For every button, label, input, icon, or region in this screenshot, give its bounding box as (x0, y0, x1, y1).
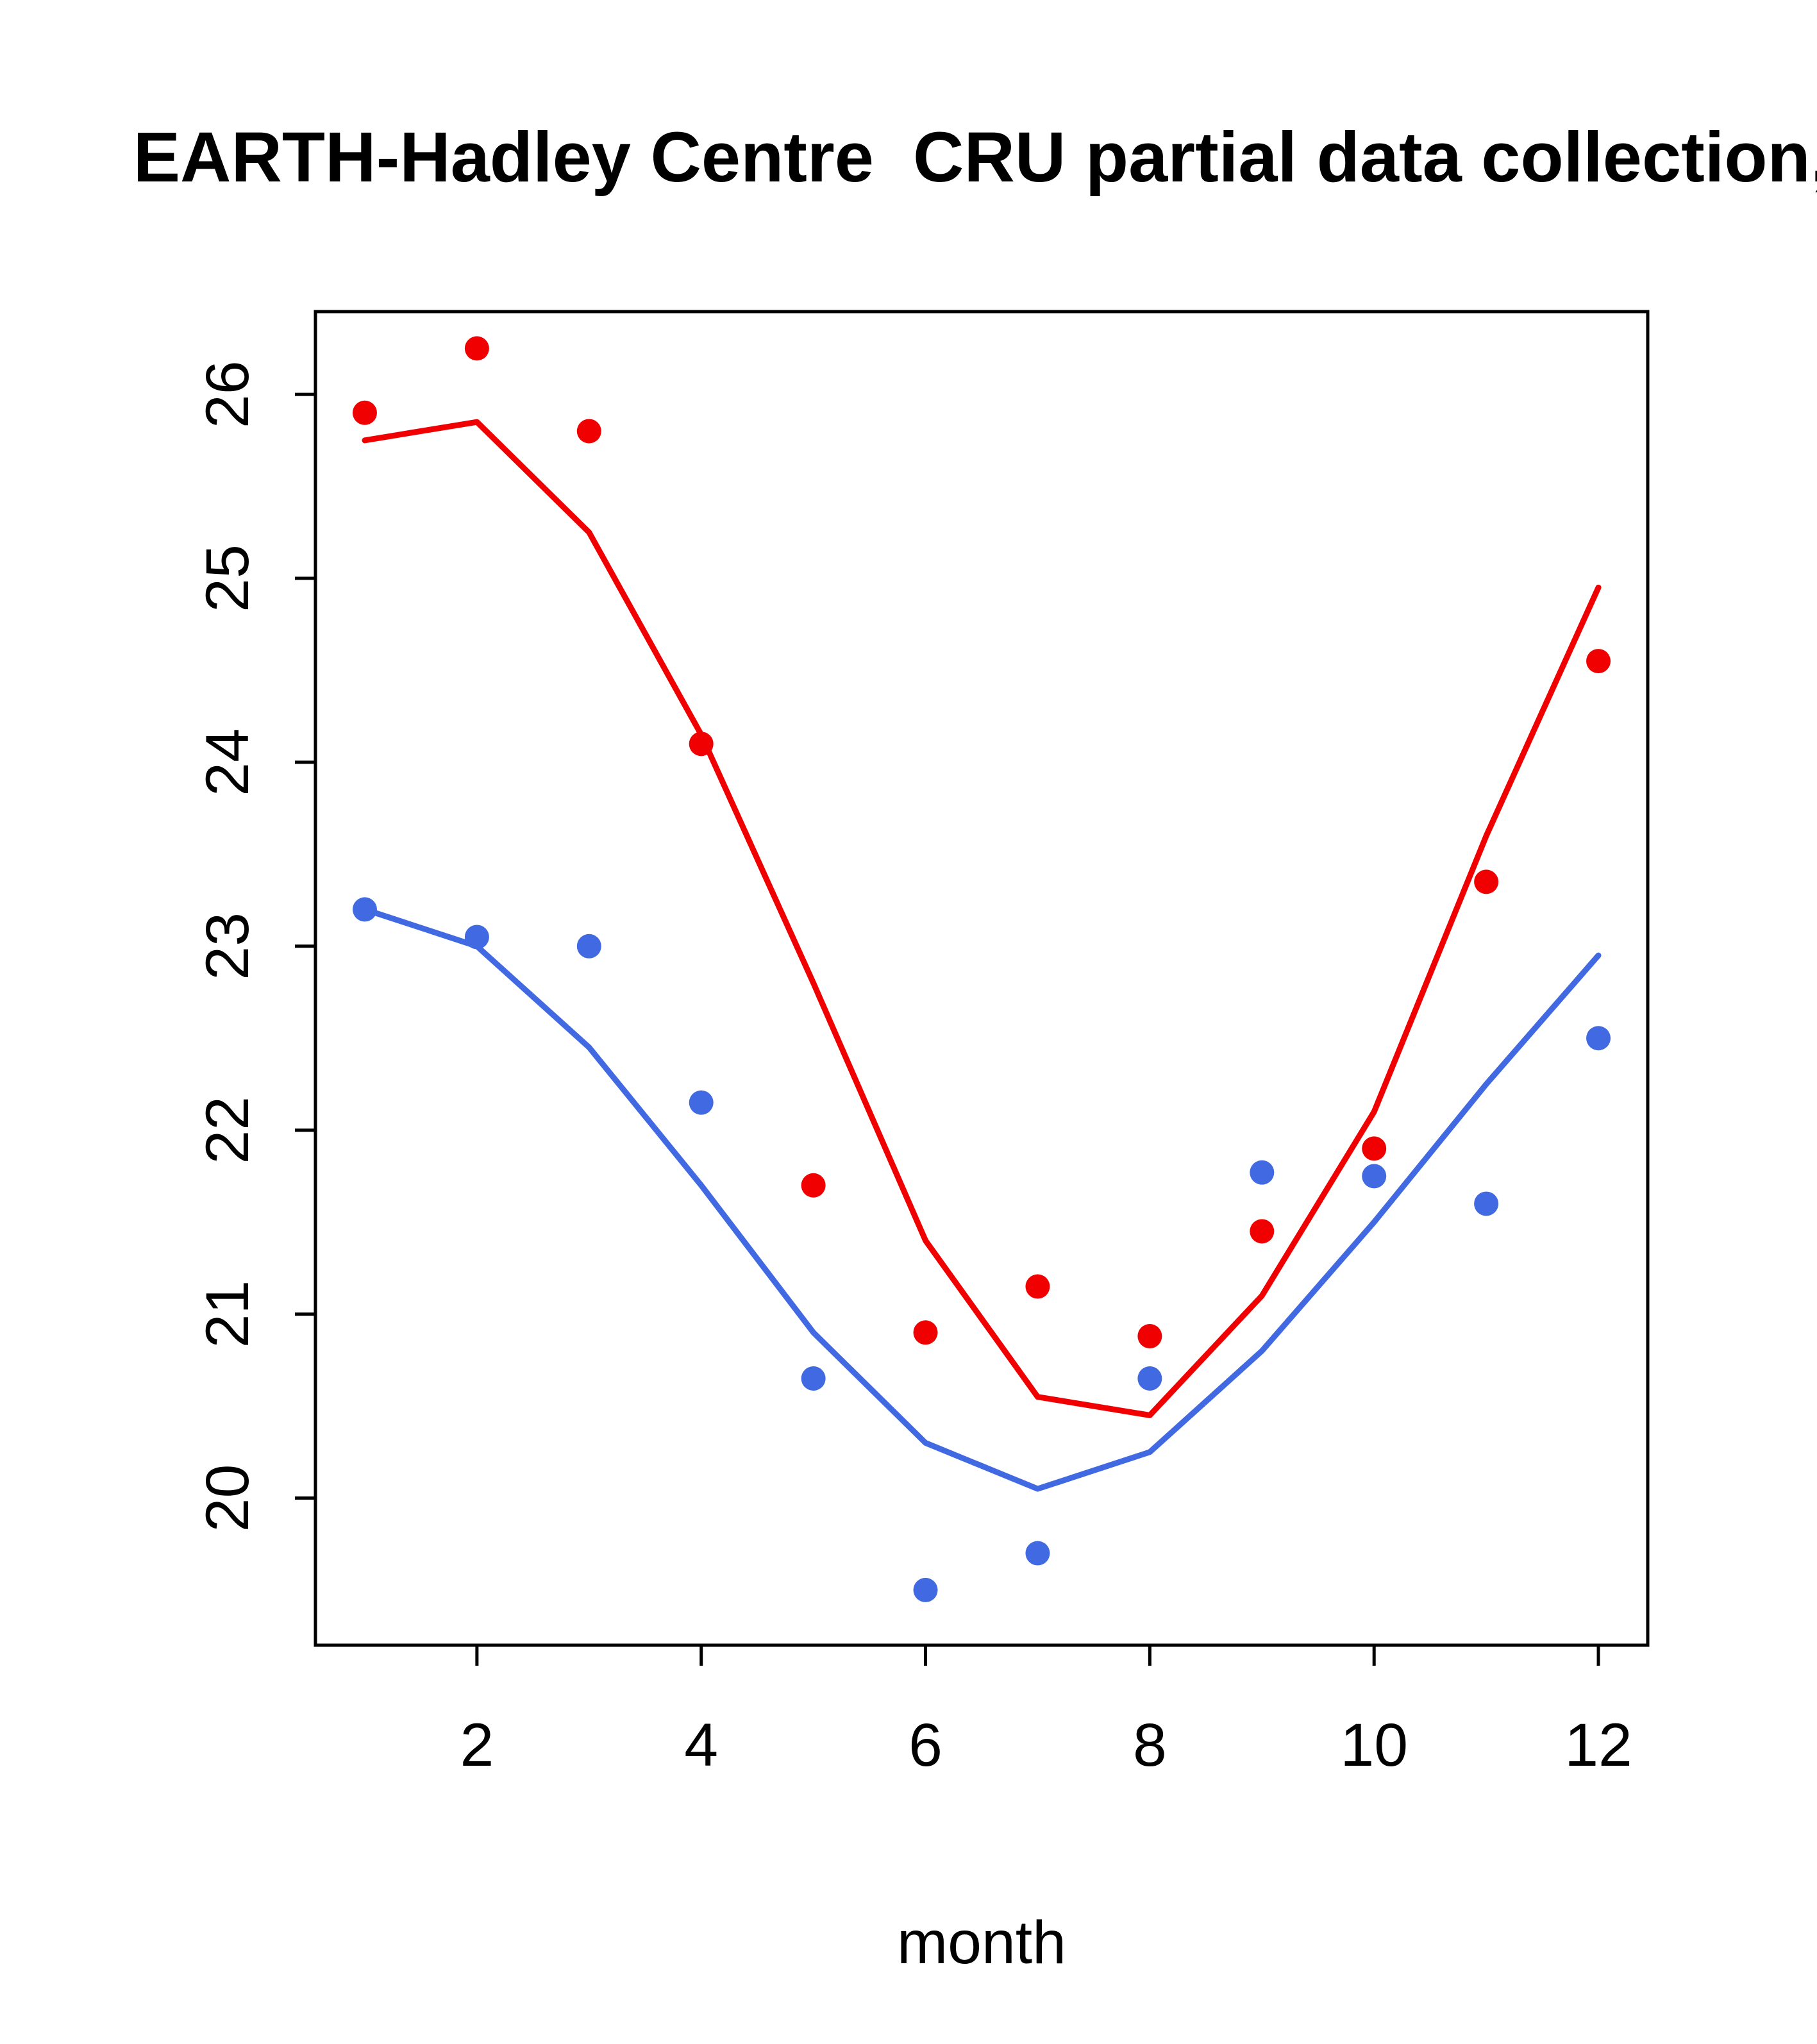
point-blue-observations-points (576, 934, 601, 959)
y-tick-label: 24 (194, 728, 262, 796)
chart-title: EARTH-Hadley Centre CRU partial data col… (133, 118, 1817, 197)
point-red-observations-points (913, 1320, 938, 1345)
point-blue-observations-points (1025, 1541, 1050, 1566)
point-red-observations-points (1586, 649, 1611, 674)
point-blue-observations-points (689, 1090, 714, 1115)
x-axis-label: month (897, 1909, 1066, 1977)
point-red-observations-points (464, 336, 489, 361)
point-blue-observations-points (913, 1577, 938, 1602)
point-blue-observations-points (1586, 1026, 1611, 1051)
point-red-observations-points (1474, 869, 1499, 894)
series-red-model-line (362, 419, 1602, 1418)
point-red-observations-points (352, 400, 377, 425)
point-blue-observations-points (1137, 1366, 1162, 1391)
point-red-observations-points (1025, 1274, 1050, 1299)
point-red-observations-points (1250, 1219, 1275, 1244)
y-tick-label: 25 (194, 544, 262, 612)
x-tick-label: 2 (460, 1711, 494, 1779)
point-blue-observations-points (1474, 1191, 1499, 1216)
series-blue-model-line (362, 906, 1602, 1492)
y-tick-label: 22 (194, 1096, 262, 1164)
point-blue-observations-points (801, 1366, 826, 1391)
x-tick-label: 6 (908, 1711, 942, 1779)
point-red-observations-points (801, 1173, 826, 1198)
plot-box (314, 310, 1650, 1647)
y-tick-label: 21 (194, 1280, 262, 1348)
x-tick-label: 10 (1340, 1711, 1408, 1779)
x-tick-label: 12 (1564, 1711, 1632, 1779)
point-red-observations-points (1137, 1324, 1162, 1349)
y-tick-label: 23 (194, 912, 262, 980)
point-blue-observations-points (1250, 1160, 1275, 1185)
point-red-observations-points (1362, 1136, 1387, 1161)
x-tick-label: 8 (1133, 1711, 1167, 1779)
y-tick-label: 20 (194, 1464, 262, 1532)
x-tick-label: 4 (684, 1711, 718, 1779)
point-red-observations-points (576, 419, 601, 444)
point-blue-observations-points (1362, 1164, 1387, 1189)
y-tick-label: 26 (194, 360, 262, 428)
